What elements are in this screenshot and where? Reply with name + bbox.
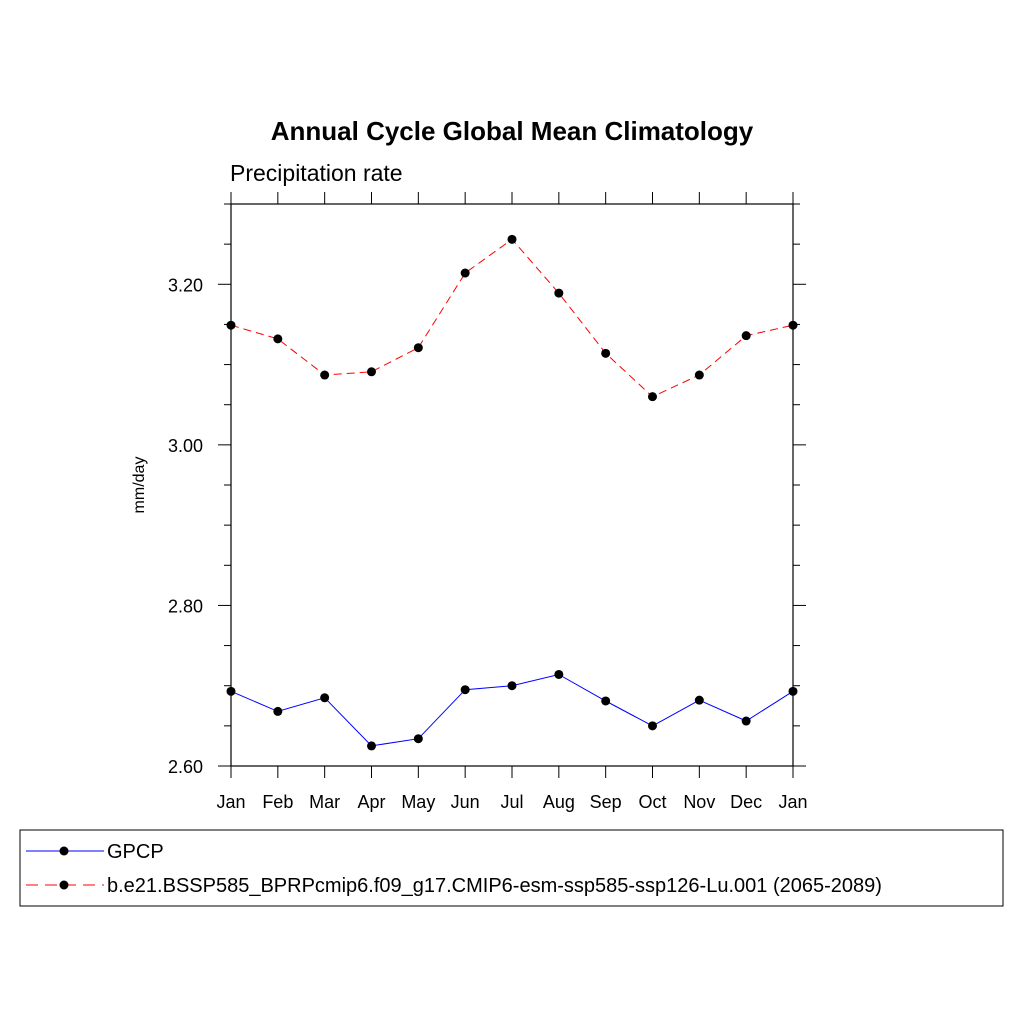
series-layer bbox=[226, 234, 798, 751]
chart-title: Annual Cycle Global Mean Climatology bbox=[271, 116, 754, 146]
series-0-point bbox=[648, 721, 657, 731]
series-1-point bbox=[601, 348, 611, 358]
axis-ticks bbox=[218, 192, 806, 778]
legend-label-model: b.e21.BSSP585_BPRPcmip6.f09_g17.CMIP6-es… bbox=[107, 875, 882, 897]
y-tick-label: 3.20 bbox=[168, 275, 203, 295]
y-tick-labels: 2.60 2.80 3.00 3.20 bbox=[168, 275, 203, 777]
series-0-point bbox=[320, 693, 330, 703]
series-0-point bbox=[460, 685, 470, 695]
x-tick-label: Oct bbox=[638, 792, 666, 812]
x-tick-label: Mar bbox=[309, 792, 340, 812]
series-line-1 bbox=[230, 238, 794, 398]
series-1-point bbox=[507, 234, 517, 244]
x-tick-label: Jun bbox=[451, 792, 480, 812]
y-tick-label: 2.80 bbox=[168, 596, 203, 616]
legend-marker-model bbox=[59, 880, 69, 890]
series-0-point bbox=[367, 741, 376, 751]
y-axis-label: mm/day bbox=[131, 457, 148, 514]
legend-marker-gpcp bbox=[59, 846, 69, 856]
x-tick-label: Aug bbox=[543, 792, 575, 812]
series-1-point bbox=[694, 370, 704, 380]
x-tick-label: Jan bbox=[216, 792, 245, 812]
x-tick-label: Jul bbox=[500, 792, 523, 812]
x-tick-labels: Jan Feb Mar Apr May Jun Jul Aug Sep Oct Nov Dec Jan bbox=[216, 792, 807, 812]
x-tick-label: May bbox=[401, 792, 435, 812]
series-1-point bbox=[741, 331, 751, 341]
series-0-point bbox=[601, 696, 611, 706]
chart-subtitle: Precipitation rate bbox=[230, 160, 403, 186]
series-1-point bbox=[367, 367, 376, 377]
series-1-point bbox=[413, 343, 423, 353]
series-0-point bbox=[694, 695, 704, 705]
y-tick-label: 3.00 bbox=[168, 436, 203, 456]
x-tick-label: Sep bbox=[590, 792, 622, 812]
legend-label-gpcp: GPCP bbox=[107, 841, 164, 863]
series-1-point bbox=[648, 392, 657, 402]
legend-box bbox=[19, 829, 1004, 907]
series-0-point bbox=[507, 681, 517, 691]
plot-frame bbox=[230, 203, 794, 767]
series-0-point bbox=[554, 669, 564, 679]
series-0-point bbox=[741, 716, 751, 726]
series-1-point bbox=[460, 268, 470, 278]
series-1-point bbox=[320, 370, 330, 380]
series-1-point bbox=[273, 334, 283, 344]
y-tick-label: 2.60 bbox=[168, 757, 203, 777]
x-tick-label: Feb bbox=[262, 792, 293, 812]
x-tick-label: Dec bbox=[730, 792, 762, 812]
x-tick-label: Nov bbox=[683, 792, 715, 812]
x-tick-label: Apr bbox=[357, 792, 385, 812]
x-tick-label: Jan bbox=[778, 792, 807, 812]
series-0-point bbox=[413, 734, 423, 744]
legend: GPCP b.e21.BSSP585_BPRPcmip6.f09_g17.CMI… bbox=[19, 829, 1004, 907]
series-0-point bbox=[273, 706, 283, 716]
series-1-point bbox=[554, 288, 564, 298]
